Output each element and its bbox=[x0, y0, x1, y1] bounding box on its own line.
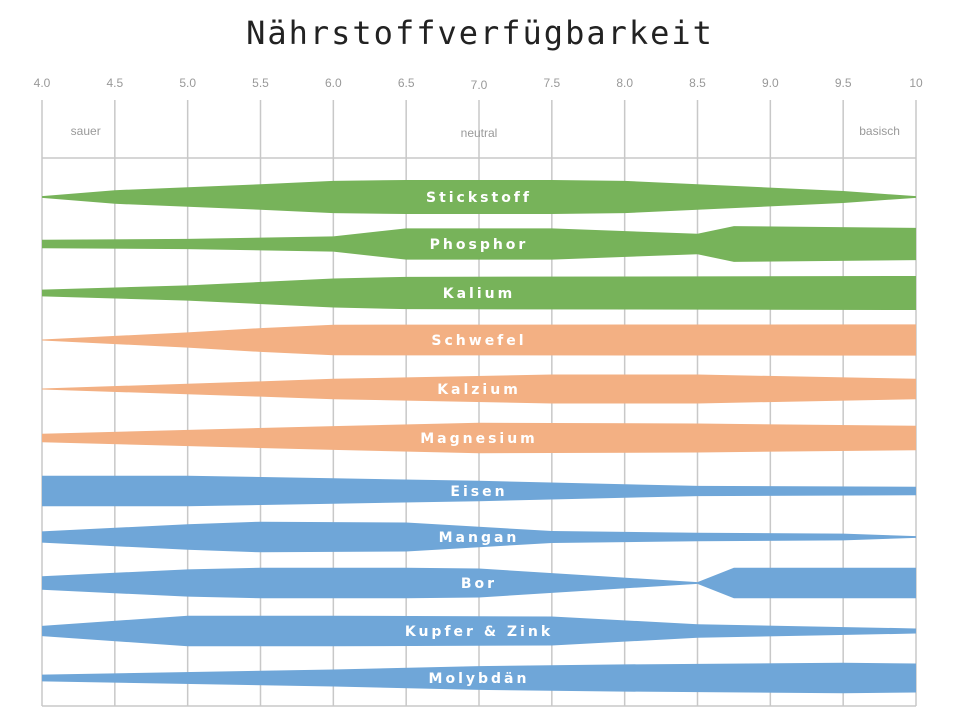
band-eisen bbox=[42, 475, 916, 507]
zone-label: neutral bbox=[461, 126, 498, 140]
x-tick-label: 8.5 bbox=[689, 76, 706, 90]
band-label: Mangan bbox=[439, 530, 520, 546]
x-tick-label: 6.5 bbox=[398, 76, 415, 90]
x-tick-label: 8.0 bbox=[616, 76, 633, 90]
band-label: Schwefel bbox=[431, 333, 526, 349]
band-kupfer-zink bbox=[42, 615, 916, 647]
x-tick-label: 7.0 bbox=[471, 78, 488, 92]
zone-label: basisch bbox=[859, 124, 900, 138]
band-molybdän bbox=[42, 662, 916, 694]
x-tick-label: 10 bbox=[909, 76, 923, 90]
band-label: Kupfer & Zink bbox=[405, 624, 553, 640]
x-tick-label: 9.5 bbox=[835, 76, 852, 90]
chart-title: Nährstoffverfügbarkeit bbox=[246, 14, 714, 52]
x-tick-label: 7.5 bbox=[543, 76, 560, 90]
zone-label: sauer bbox=[71, 124, 101, 138]
band-schwefel bbox=[42, 324, 916, 356]
band-label: Magnesium bbox=[420, 431, 538, 447]
x-tick-label: 5.0 bbox=[179, 76, 196, 90]
band-magnesium bbox=[42, 422, 916, 454]
band-label: Eisen bbox=[450, 484, 507, 500]
band-label: Kalium bbox=[443, 286, 515, 302]
band-label: Bor bbox=[461, 576, 497, 592]
band-phosphor bbox=[42, 226, 916, 262]
band-bor bbox=[42, 567, 916, 599]
x-tick-label: 4.0 bbox=[34, 76, 51, 90]
x-tick-label: 4.5 bbox=[106, 76, 123, 90]
band-label: Kalzium bbox=[437, 382, 521, 398]
band-kalzium bbox=[42, 374, 916, 404]
band-label: Phosphor bbox=[430, 237, 529, 253]
x-tick-label: 6.0 bbox=[325, 76, 342, 90]
band-stickstoff bbox=[42, 180, 916, 214]
band-label: Molybdän bbox=[429, 671, 530, 687]
band-mangan bbox=[42, 521, 916, 553]
x-tick-label: 9.0 bbox=[762, 76, 779, 90]
band-kalium bbox=[42, 276, 916, 310]
band-label: Stickstoff bbox=[426, 190, 532, 206]
x-tick-label: 5.5 bbox=[252, 76, 269, 90]
